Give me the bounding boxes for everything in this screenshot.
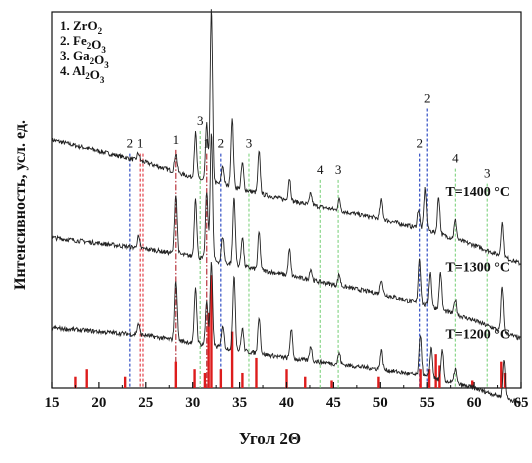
series-layer [51, 9, 522, 404]
reference-bar [207, 312, 210, 388]
x-tick-label: 50 [373, 395, 388, 411]
legend-entry: 1. ZrO2 [60, 18, 103, 36]
reference-bar [419, 369, 422, 388]
series-line [51, 133, 521, 341]
reference-line-label: 2 [218, 136, 225, 151]
reference-bar [193, 369, 196, 388]
reference-bar [210, 275, 213, 388]
legend-entry: 2. Fe2O3 [60, 33, 106, 55]
series-line [51, 261, 522, 404]
reference-bar [219, 369, 223, 388]
reference-line-label: 1 [204, 136, 211, 151]
reference-bar [123, 376, 127, 388]
reference-line-label: 1 [137, 136, 144, 151]
series-label: T=1200 °C [445, 327, 510, 342]
legend-entry: 3. Ga2O3 [60, 48, 109, 70]
x-tick-label: 30 [185, 395, 200, 411]
x-tick-label: 35 [232, 395, 247, 411]
reference-bar [377, 376, 380, 388]
x-tick-label: 55 [420, 395, 435, 411]
reference-line-label: 3 [484, 166, 491, 181]
x-tick-label: 60 [467, 395, 482, 411]
axes: 15 20 25 30 35 40 45 50 55 60 65 [45, 382, 529, 411]
x-tick-label: 25 [138, 395, 153, 411]
reference-bar [434, 354, 437, 388]
series-label: T=1400 °C [445, 185, 510, 200]
reference-bar [471, 380, 474, 388]
reference-line-label: 4 [452, 151, 459, 166]
reference-bar [500, 361, 503, 388]
reference-bar [503, 372, 507, 388]
reference-bar [174, 361, 178, 388]
x-tick-label: 65 [514, 395, 529, 411]
reference-line-label: 1 [173, 132, 180, 147]
x-tick-label: 20 [91, 395, 106, 411]
reference-line-label: 3 [246, 136, 253, 151]
x-tick-label: 40 [279, 395, 294, 411]
series-label: T=1300 °C [445, 260, 510, 275]
series-labels: T=1400 °C T=1300 °C T=1200 °C [445, 185, 510, 342]
reference-line-label: 4 [317, 162, 324, 177]
reference-bar [285, 369, 288, 388]
reference-bar [241, 372, 244, 388]
x-axis-label: Угол 2Θ [239, 429, 301, 448]
legend-entry: 4. Al2O3 [60, 63, 105, 85]
reference-lines [129, 108, 488, 388]
reference-bar [203, 372, 207, 388]
x-tick-label: 15 [45, 395, 60, 411]
reference-line-label: 2 [127, 136, 134, 151]
y-axis-label: Интенсивность, усл. ед. [12, 120, 29, 290]
reference-bars [74, 275, 507, 388]
reference-line-label: 2 [424, 90, 431, 105]
x-tick-label: 45 [326, 395, 341, 411]
reference-line-label: 3 [335, 162, 342, 177]
reference-line-label: 2 [416, 136, 423, 151]
reference-bar [85, 369, 88, 388]
reference-bar [304, 376, 307, 388]
series-line [51, 9, 522, 266]
reference-bar [255, 357, 258, 388]
reference-bar [230, 331, 234, 388]
reference-bar [427, 369, 431, 388]
reference-bar [74, 376, 77, 388]
reference-line-label: 3 [197, 113, 204, 128]
reference-bar [330, 380, 333, 388]
